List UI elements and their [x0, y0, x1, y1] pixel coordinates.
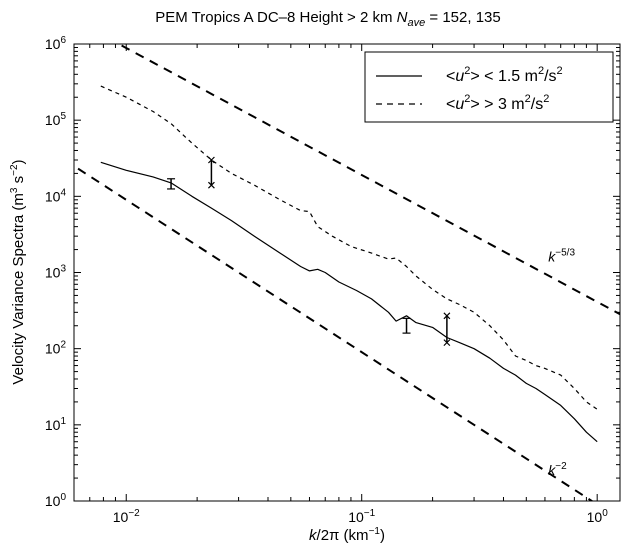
y-tick-label: 101 — [45, 416, 67, 433]
legend-dashed-u: u — [455, 96, 464, 113]
series-lines — [100, 85, 598, 443]
x-tick-label-base: 10 — [113, 509, 129, 525]
x-tick-label: 10−1 — [348, 508, 375, 525]
y-tick-label-exp: 3 — [60, 264, 66, 275]
reference-label-base: k — [548, 248, 556, 264]
series-line-dashed — [100, 85, 598, 410]
series-line-solid — [100, 161, 598, 443]
x-axis-label-exp: −1 — [369, 526, 381, 537]
legend-label-dashed: <u2> > 3 m2/s2 — [446, 93, 549, 113]
reference-lines — [74, 44, 620, 501]
y-tick-label-base: 10 — [45, 188, 61, 204]
y-tick-label-exp: 5 — [60, 111, 66, 122]
y-tick-label: 105 — [45, 111, 67, 128]
y-tick-label-base: 10 — [45, 265, 61, 281]
x-tick-label-exp: 0 — [602, 508, 608, 519]
chart-title-prefix: PEM Tropics A DC–8 Height > 2 km — [155, 9, 396, 26]
y-tick-label-exp: 1 — [60, 416, 66, 427]
y-tick-label: 100 — [45, 492, 67, 509]
y-tick-label-base: 10 — [45, 493, 61, 509]
x-tick-label-base: 10 — [348, 509, 364, 525]
y-tick-label-exp: 4 — [60, 187, 66, 198]
legend-box — [364, 51, 614, 123]
error-cap-x — [207, 156, 215, 164]
error-cap-x — [207, 181, 215, 189]
x-tick-label-exp: −1 — [364, 508, 376, 519]
chart-title: PEM Tropics A DC–8 Height > 2 km Nave = … — [155, 9, 500, 29]
legend-solid-exp3: 2 — [557, 65, 563, 77]
reference-label-exp: −2 — [555, 461, 567, 472]
legend-solid-u: u — [455, 68, 464, 85]
x-tick-label-base: 10 — [587, 509, 603, 525]
reference-line-label: k−5/3 — [548, 247, 575, 264]
x-tick-label-exp: −2 — [128, 508, 140, 519]
legend-solid-pre: < — [446, 68, 455, 85]
x-axis-label-close: ) — [380, 527, 385, 544]
error-bars — [167, 156, 451, 347]
reference-label-exp: −5/3 — [555, 247, 575, 258]
chart-title-suffix: = 152, 135 — [425, 9, 500, 26]
legend-solid-exp2: 2 — [538, 65, 544, 77]
legend-dashed-exp: 2 — [464, 93, 470, 105]
x-axis-label-k: k — [309, 527, 318, 544]
legend-dashed-pre: < — [446, 96, 455, 113]
legend-solid-post: > < 1.5 m — [470, 68, 538, 85]
legend-dashed-exp3: 2 — [543, 93, 549, 105]
x-axis-label-rest: /2π (km — [317, 527, 369, 544]
x-tick-label: 100 — [587, 508, 609, 525]
y-axis-label-exp1: 3 — [9, 187, 20, 193]
legend-dashed-exp2: 2 — [525, 93, 531, 105]
y-tick-label: 106 — [45, 35, 67, 52]
y-tick-label: 104 — [45, 187, 67, 204]
y-axis-label-main: Velocity Variance Spectra (m — [10, 193, 27, 384]
y-tick-label: 102 — [45, 340, 67, 357]
y-tick-label-base: 10 — [45, 341, 61, 357]
y-axis-label-close: ) — [10, 159, 27, 164]
reference-line-label: k−2 — [548, 461, 567, 478]
y-axis-label-exp2: −2 — [9, 164, 20, 176]
chart-title-n: N — [397, 9, 408, 26]
axis-ticks — [73, 43, 620, 502]
y-tick-label-exp: 6 — [60, 35, 66, 46]
y-tick-label-exp: 0 — [60, 492, 66, 503]
reference-label-base: k — [548, 462, 556, 478]
y-tick-label: 103 — [45, 264, 67, 281]
x-tick-labels: 10−2 10−1 100 — [113, 508, 608, 525]
legend-solid-exp: 2 — [464, 65, 470, 77]
y-tick-label-base: 10 — [45, 36, 61, 52]
legend: <u2> < 1.5 m2/s2 <u2> > 3 m2/s2 — [364, 51, 614, 123]
error-cap-x — [443, 339, 451, 347]
x-axis-label: k/2π (km−1) — [309, 526, 385, 544]
y-tick-label-exp: 2 — [60, 340, 66, 351]
y-tick-label-base: 10 — [45, 112, 61, 128]
y-axis-label: Velocity Variance Spectra (m3 s−2) — [9, 159, 27, 384]
legend-dashed-post2: /s — [531, 96, 543, 113]
legend-label-solid: <u2> < 1.5 m2/s2 — [446, 65, 563, 85]
chart-title-n-subscript: ave — [407, 17, 425, 29]
reference-line-labels: k−5/3k−2 — [548, 247, 575, 478]
x-tick-label: 10−2 — [113, 508, 140, 525]
reference-line — [74, 164, 594, 501]
legend-dashed-post: > > 3 m — [470, 96, 524, 113]
legend-solid-post2: /s — [544, 68, 556, 85]
y-axis-label-mid: s — [10, 176, 27, 188]
error-cap-x — [443, 312, 451, 320]
y-tick-label-base: 10 — [45, 417, 61, 433]
